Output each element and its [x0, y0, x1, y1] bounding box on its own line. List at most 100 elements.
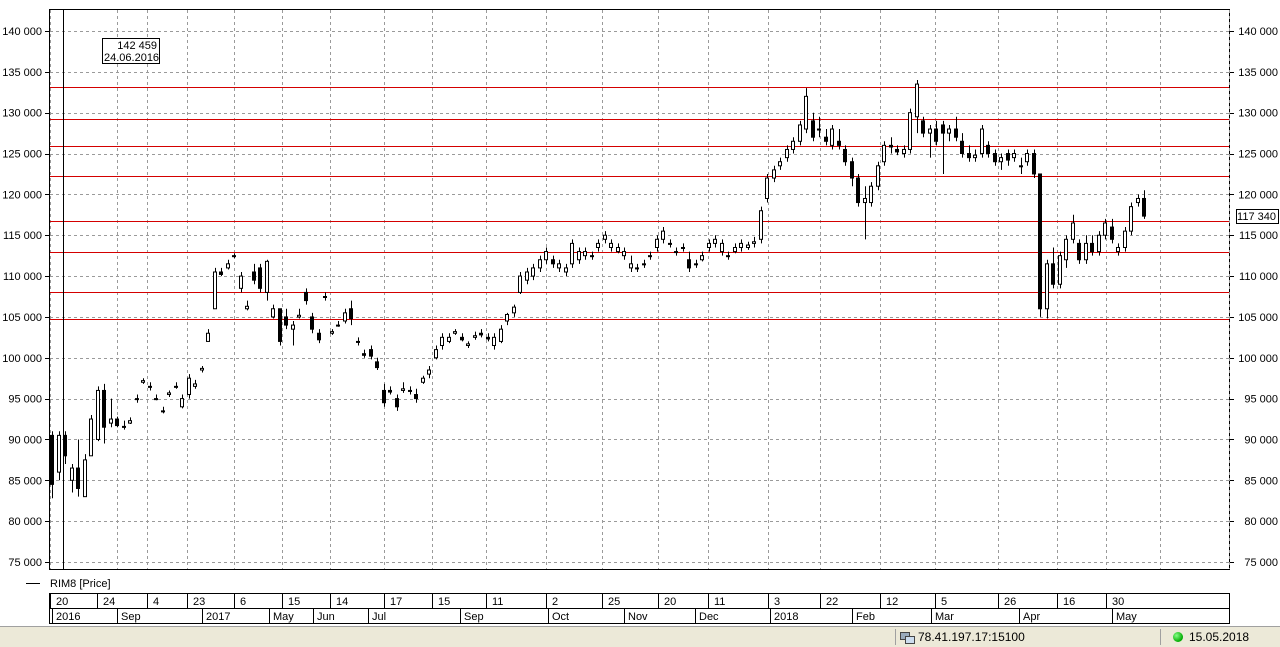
- candle: [681, 243, 685, 252]
- grid: [50, 10, 1230, 569]
- y-axis-left: 140 000 135 000 130 000 125 000 120 000 115 0…: [2, 26, 49, 569]
- candle: [674, 247, 678, 256]
- candle: [278, 308, 282, 346]
- y-tick-label-right: 130 000: [1238, 108, 1278, 120]
- day-tick-label: 3: [774, 596, 780, 608]
- candle: [453, 329, 457, 335]
- y-tick-label-left: 95 000: [8, 394, 42, 406]
- candle: [882, 141, 886, 166]
- candle: [525, 267, 529, 285]
- candle: [733, 243, 737, 254]
- candle: [180, 394, 184, 409]
- candle: [518, 271, 522, 295]
- candle: [557, 259, 561, 272]
- candle: [707, 239, 711, 252]
- candle: [297, 308, 301, 319]
- status-bar: 78.41.197.17:15100 15.05.2018: [0, 626, 1280, 647]
- period-tick-label: Feb: [856, 611, 875, 623]
- candle: [258, 263, 262, 293]
- candle: [505, 312, 509, 326]
- y-tick-label-left: 115 000: [3, 230, 42, 242]
- candle: [434, 345, 438, 360]
- y-tick-label-left: 125 000: [2, 149, 42, 161]
- candle: [401, 382, 405, 393]
- candle: [239, 271, 243, 293]
- candle: [427, 365, 431, 379]
- candle: [414, 388, 418, 403]
- plot-area[interactable]: [49, 9, 1230, 570]
- day-tick-label: 11: [714, 596, 725, 608]
- y-tick-label-left: 120 000: [2, 189, 42, 201]
- day-tick-label: 20: [664, 596, 676, 608]
- candle: [323, 292, 327, 301]
- candle: [544, 247, 548, 264]
- period-tick-label: Jun: [317, 611, 335, 623]
- y-tick-label-left: 135 000: [2, 67, 42, 79]
- candle: [1038, 173, 1042, 317]
- time-axis: 20 24 4 23 6 15 14 17 15 11 2 25 20 11 3 22 12 5 26 16 30 20…: [49, 593, 1230, 624]
- candle: [499, 325, 503, 344]
- y-tick-label-right: 120 000: [1238, 189, 1278, 201]
- legend: RIM8 [Price]: [26, 578, 111, 590]
- candle: [746, 241, 750, 250]
- connection-address: 78.41.197.17:15100: [918, 630, 1025, 644]
- candle: [642, 259, 646, 268]
- candle: [206, 329, 210, 342]
- candle: [76, 439, 80, 497]
- candle: [668, 239, 672, 248]
- candle: [96, 386, 100, 442]
- candle: [284, 308, 288, 330]
- candle: [317, 329, 321, 344]
- candle: [726, 251, 730, 260]
- candle: [967, 145, 971, 162]
- day-tick-label: 25: [608, 596, 620, 608]
- candle: [1064, 235, 1068, 268]
- candle: [791, 137, 795, 154]
- candle: [161, 406, 165, 414]
- candle: [219, 267, 223, 277]
- candle: [700, 251, 704, 262]
- candle: [993, 149, 997, 166]
- y-tick-label-left: 75 000: [8, 557, 42, 569]
- candle: [596, 239, 600, 252]
- candle: [811, 112, 815, 142]
- y-tick-label-right: 85 000: [1244, 475, 1278, 487]
- day-tick-label: 17: [390, 596, 402, 608]
- period-tick-label: 2016: [56, 611, 80, 623]
- candle: [1090, 235, 1094, 256]
- candle: [473, 331, 477, 340]
- candle: [447, 333, 451, 344]
- candle: [349, 300, 353, 326]
- candle: [310, 312, 314, 334]
- candle: [1129, 202, 1133, 236]
- day-tick-label: 2: [552, 596, 558, 608]
- candle: [954, 116, 958, 142]
- candle: [856, 173, 860, 207]
- candle: [999, 153, 1003, 170]
- candle: [1032, 149, 1036, 179]
- period-tick-label: Mar: [935, 611, 954, 623]
- candle: [440, 333, 444, 350]
- candle: [102, 383, 106, 444]
- candle: [928, 124, 932, 158]
- y-tick-label-right: 135 000: [1238, 67, 1278, 79]
- network-icon: [900, 631, 915, 644]
- candle: [661, 227, 665, 244]
- y-tick-label-left: 110 000: [3, 271, 42, 283]
- candle: [141, 378, 145, 384]
- candle: [57, 431, 61, 481]
- last-price-label: 117 340: [1237, 211, 1276, 223]
- candle: [466, 341, 470, 348]
- y-tick-label-right: 75 000: [1244, 557, 1278, 569]
- period-tick-label: Oct: [552, 611, 569, 623]
- day-tick-label: 26: [1004, 596, 1016, 608]
- candle: [583, 247, 587, 260]
- candle: [109, 398, 113, 428]
- y-tick-label-right: 90 000: [1244, 434, 1278, 446]
- candle: [1045, 259, 1049, 319]
- period-tick-label: Dec: [699, 611, 719, 623]
- candle: [817, 116, 821, 138]
- candle: [1051, 247, 1055, 289]
- candle: [1116, 243, 1120, 256]
